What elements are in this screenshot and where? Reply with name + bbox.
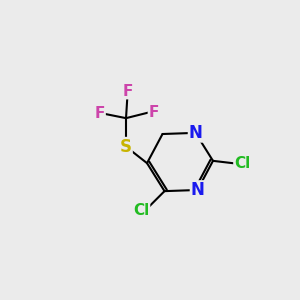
Text: F: F [95, 106, 105, 121]
Text: Cl: Cl [234, 156, 250, 171]
Text: S: S [120, 138, 132, 156]
Text: F: F [148, 105, 159, 120]
Text: F: F [122, 84, 133, 99]
Text: N: N [189, 124, 202, 142]
Text: Cl: Cl [133, 203, 149, 218]
Text: N: N [190, 181, 204, 199]
